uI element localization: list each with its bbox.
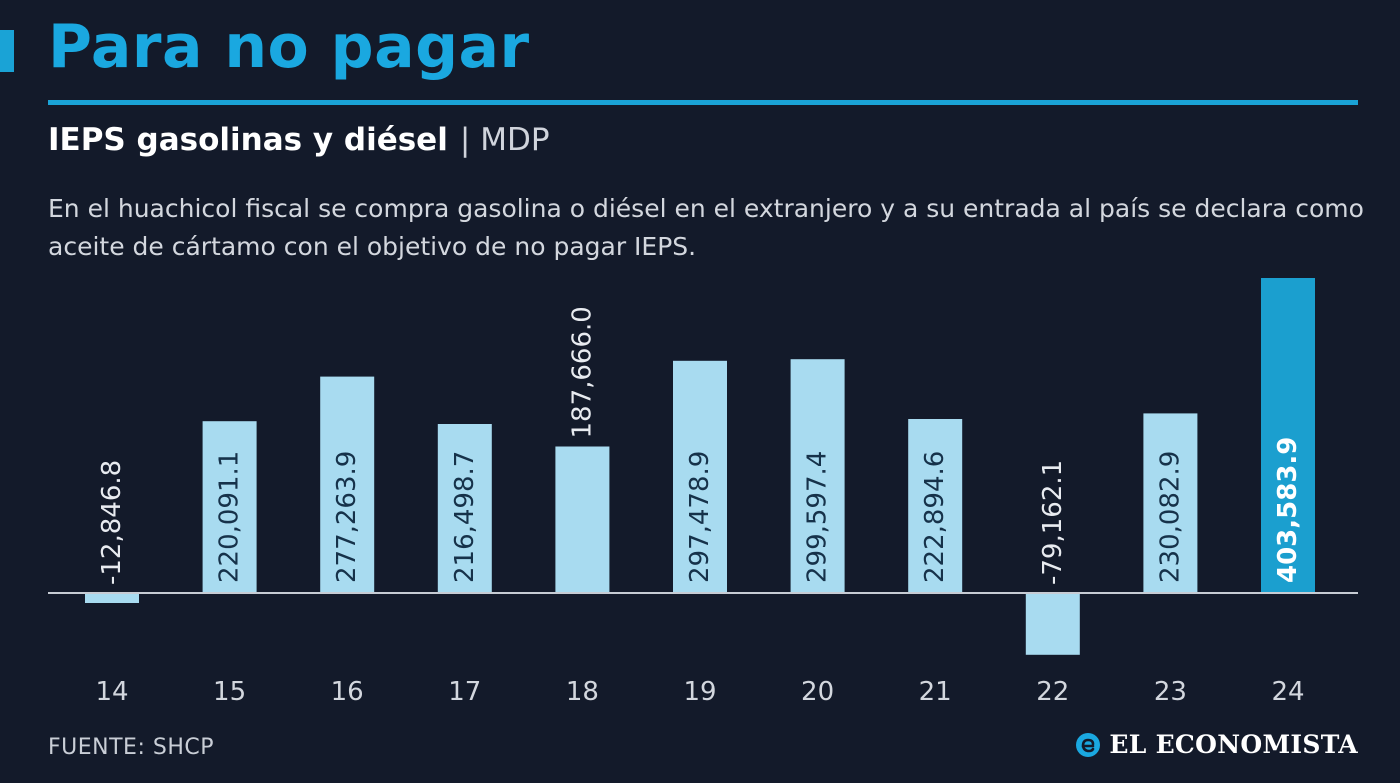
source-note: FUENTE: SHCP — [48, 735, 214, 760]
x-tick-label-14: 14 — [95, 677, 128, 707]
subtitle-label: IEPS gasolinas y diésel — [48, 122, 448, 158]
bar-17 — [437, 424, 492, 593]
bar-21 — [908, 419, 963, 593]
brand-name: EL ECONOMISTA — [1109, 730, 1358, 759]
x-tick-label-19: 19 — [683, 677, 716, 707]
data-label-22: -79,162.1 — [1038, 460, 1068, 585]
data-label-21: 222,894.6 — [920, 451, 950, 583]
data-label-23: 230,082.9 — [1155, 451, 1185, 583]
bar-24 — [1261, 278, 1315, 593]
x-tick-label-16: 16 — [331, 677, 364, 707]
x-tick-label-21: 21 — [919, 677, 952, 707]
data-label-15: 220,091.1 — [215, 451, 245, 583]
bar-14 — [85, 593, 139, 603]
data-label-16: 277,263.9 — [332, 451, 362, 583]
bar-22 — [1025, 593, 1080, 655]
bar-23 — [1143, 413, 1198, 593]
chart-description: En el huachicol fiscal se compra gasolin… — [48, 194, 1364, 261]
x-tick-labels-group: 14 15 16 17 18 19 20 21 22 23 24 — [95, 677, 1304, 707]
data-label-19: 297,478.9 — [685, 451, 715, 583]
title-divider — [48, 100, 1358, 105]
x-tick-label-23: 23 — [1154, 677, 1187, 707]
bar-15 — [202, 421, 257, 593]
subtitle-separator: | — [459, 122, 471, 158]
bar-16 — [320, 376, 375, 593]
data-label-18: 187,666.0 — [567, 306, 597, 438]
x-tick-label-22: 22 — [1036, 677, 1069, 707]
bar-18 — [555, 446, 610, 593]
x-tick-label-18: 18 — [566, 677, 599, 707]
data-label-14: -12,846.8 — [97, 460, 127, 585]
chart-subtitle: IEPS gasolinas y diésel | MDP — [48, 122, 550, 158]
x-tick-label-15: 15 — [213, 677, 246, 707]
bar-19 — [673, 360, 727, 593]
x-tick-label-20: 20 — [801, 677, 834, 707]
data-labels-group: -12,846.8 220,091.1 277,263.9 216,498.7 187,… — [97, 306, 1303, 585]
chart-title: Para no pagar — [48, 12, 530, 82]
bar-20 — [790, 359, 845, 593]
data-label-24: 403,583.9 — [1273, 437, 1303, 583]
data-label-20: 299,597.4 — [803, 451, 833, 583]
x-tick-label-17: 17 — [448, 677, 481, 707]
bars-group — [85, 278, 1315, 655]
el-economista-logo-icon — [1076, 732, 1101, 757]
x-tick-label-24: 24 — [1271, 677, 1304, 707]
brand-logo: EL ECONOMISTA — [1075, 730, 1358, 759]
unit-label: MDP — [480, 122, 550, 158]
title-accent-square — [0, 30, 14, 72]
data-label-17: 216,498.7 — [450, 451, 480, 583]
